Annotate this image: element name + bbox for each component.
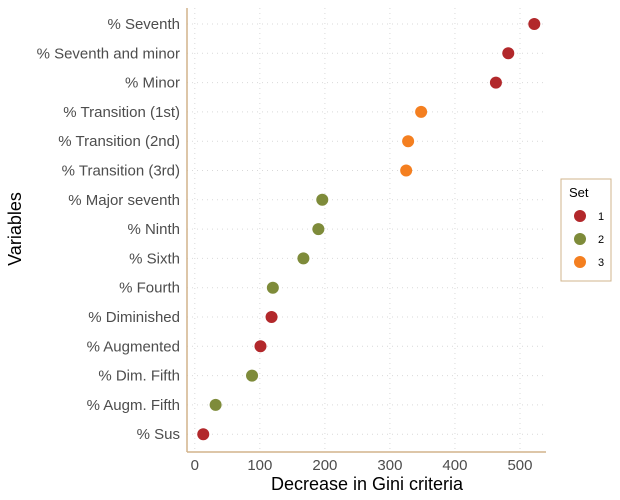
legend-label: 3 [598, 257, 604, 269]
y-tick-label: % Sus [137, 426, 180, 443]
legend-key [574, 210, 586, 222]
data-point [415, 105, 428, 118]
axes [186, 8, 546, 453]
y-tick-label: % Augmented [87, 338, 180, 355]
y-tick-label: % Minor [125, 75, 180, 92]
x-tick-label: 100 [247, 457, 272, 474]
data-point [209, 398, 222, 411]
y-tick-label: % Seventh and minor [37, 45, 180, 62]
data-point [312, 223, 325, 236]
data-point [316, 193, 329, 206]
data-point [489, 76, 502, 89]
y-tick-label: % Seventh [107, 16, 180, 33]
legend-label: 1 [598, 211, 604, 223]
y-tick-label: % Dim. Fifth [98, 368, 180, 385]
legend-key [574, 256, 586, 268]
x-tick-label: 300 [377, 457, 402, 474]
data-points [197, 18, 541, 441]
legend-box [560, 178, 612, 282]
legend-title: Set [569, 185, 589, 200]
data-point [297, 252, 310, 265]
data-point [402, 135, 415, 148]
y-tick-label: % Fourth [119, 280, 180, 297]
y-tick-label: % Sixth [129, 250, 180, 267]
data-point [265, 311, 278, 323]
y-tick-labels: % Seventh % Seventh and minor % Minor % Tra… [37, 16, 180, 443]
x-tick-label: 400 [442, 457, 467, 474]
x-tick-labels: 0 100 200 300 400 500 [191, 457, 533, 474]
x-tick-label: 200 [312, 457, 337, 474]
y-tick-label: % Transition (3rd) [62, 163, 180, 180]
legend: Set 1 2 3 [560, 178, 612, 282]
data-point [502, 47, 515, 60]
legend-label: 2 [598, 234, 604, 246]
y-tick-label: % Diminished [88, 309, 180, 326]
legend-items: 1 2 3 [574, 210, 604, 269]
y-tick-label: % Transition (1st) [63, 104, 180, 121]
y-axis-title: Variables [5, 192, 25, 266]
data-point [197, 428, 210, 441]
data-point [400, 164, 413, 177]
legend-key [574, 233, 586, 245]
x-tick-label: 0 [191, 457, 199, 474]
data-point [254, 340, 267, 353]
y-tick-label: % Major seventh [68, 192, 180, 209]
x-tick-label: 500 [507, 457, 532, 474]
data-point [528, 18, 541, 30]
y-tick-label: % Transition (2nd) [58, 133, 180, 150]
data-point [246, 369, 259, 382]
y-tick-label: % Augm. Fifth [87, 397, 180, 414]
grid [187, 8, 546, 452]
x-axis-title: Decrease in Gini criteria [271, 474, 464, 494]
data-point [266, 281, 279, 294]
y-tick-label: % Ninth [127, 221, 180, 238]
